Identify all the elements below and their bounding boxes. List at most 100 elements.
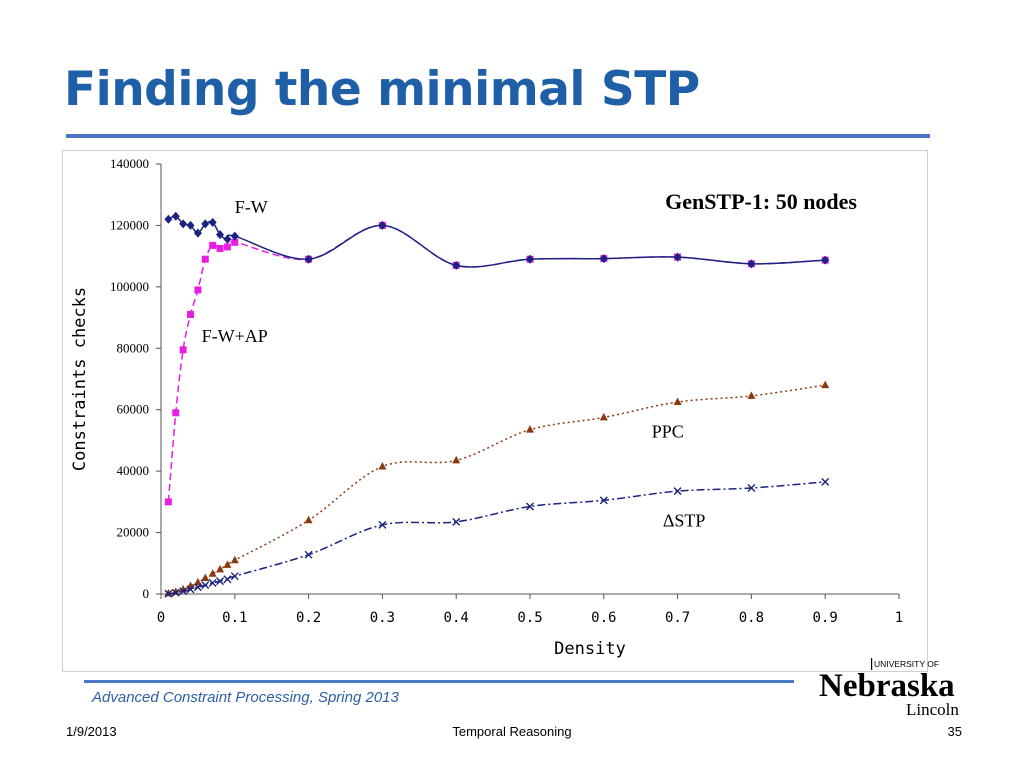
footer-topic: Temporal Reasoning (452, 724, 572, 739)
series-2-line (168, 384, 826, 595)
series-0-point (164, 214, 173, 224)
y-tick-label: 20000 (117, 525, 150, 540)
series-3-point (193, 583, 202, 592)
series-2-point (747, 391, 756, 399)
series-1-point (223, 243, 231, 251)
x-tick-label: 0.1 (222, 610, 247, 626)
series-0-point (179, 219, 188, 229)
series-1-point (201, 255, 209, 263)
series-3-point (179, 587, 188, 596)
series-0-point (223, 234, 232, 244)
series-annotation: F-W (235, 197, 268, 217)
title-rule (66, 134, 930, 138)
series-0-point (230, 231, 239, 241)
x-tick-label: 0.7 (665, 610, 690, 626)
series-0-point (747, 259, 756, 269)
series-3-point (164, 589, 173, 598)
series-2-point (599, 412, 608, 421)
series-0-point (201, 219, 210, 229)
y-tick-label: 60000 (117, 402, 150, 417)
series-3-point (673, 487, 682, 496)
x-tick-label: 0 (157, 610, 165, 626)
series-2-point (452, 455, 461, 464)
series-3-point (526, 502, 534, 511)
series-3-point (223, 575, 232, 584)
page-number: 35 (947, 724, 962, 739)
footer-date: 1/9/2013 (66, 724, 117, 739)
series-3-point (201, 581, 210, 590)
series-2-point (821, 380, 830, 389)
x-tick-label: 0.8 (739, 610, 764, 626)
series-2-point (223, 560, 232, 568)
series-2-point (208, 569, 217, 577)
series-0-point (452, 260, 461, 270)
footer-course: Advanced Constraint Processing, Spring 2… (92, 689, 399, 706)
series-3-point (452, 517, 461, 526)
series-1-point (187, 311, 195, 318)
series-3-point (216, 577, 225, 586)
series-2-point (304, 515, 313, 524)
x-tick-label: 0.5 (517, 610, 542, 626)
line-chart: 0 20000 40000 60000 80000 100000 120000 140000 0… (70, 156, 903, 659)
chart-frame: 0 20000 40000 60000 80000 100000 120000 140000 0… (62, 150, 928, 672)
x-tick-label: 1 (895, 610, 903, 626)
logo-university-of: UNIVERSITY OF (874, 659, 939, 669)
series-2-point (193, 577, 202, 586)
x-tick-label: 0.4 (444, 610, 469, 626)
series-3 (164, 477, 830, 598)
series-1-point (216, 244, 224, 252)
series-0-point (208, 217, 217, 227)
series-1-point (194, 286, 202, 294)
y-tick-label: 100000 (110, 279, 149, 294)
series-0-point (378, 220, 387, 230)
series-0-point (216, 230, 225, 240)
footer-rule (84, 680, 794, 683)
series-0-point (186, 220, 195, 230)
chart-labels: 0 20000 40000 60000 80000 100000 120000 140000 0… (70, 156, 903, 659)
series-3-point (208, 578, 217, 587)
series-3-point (171, 588, 180, 597)
series-0 (164, 211, 830, 270)
series-0-point (171, 211, 180, 221)
series-3-line (168, 481, 826, 595)
series-1-point (179, 346, 187, 354)
x-tick-label: 0.9 (813, 610, 838, 626)
series-0-point (193, 228, 202, 238)
series-annotation: F-W+AP (202, 326, 268, 346)
x-tick-label: 0.2 (296, 610, 321, 626)
series-2-point (164, 588, 173, 597)
y-tick-label: 0 (143, 586, 150, 601)
series-3-point (747, 484, 756, 493)
series-2-point (378, 462, 387, 470)
series-2-point (216, 564, 225, 573)
chart-title: GenSTP-1: 50 nodes (665, 189, 857, 214)
series-2-point (201, 573, 210, 582)
x-tick-label: 0.3 (370, 610, 395, 626)
series-1-line (167, 224, 826, 502)
series-1-point (231, 238, 239, 246)
series-2-point (673, 397, 682, 406)
y-tick-label: 140000 (110, 156, 149, 171)
chart-series (164, 211, 830, 598)
logo-campus: Lincoln (906, 700, 959, 718)
series-2-point (230, 555, 239, 564)
series-3-point (378, 520, 387, 529)
series-0-point (821, 255, 830, 265)
y-tick-label: 80000 (117, 340, 150, 355)
series-0-point (526, 254, 534, 264)
x-axis-label: Density (554, 639, 626, 659)
slide-title: Finding the minimal STP (64, 62, 700, 117)
series-annotation: ΔSTP (663, 510, 706, 530)
y-axis-label: Constraints checks (70, 287, 90, 471)
nebraska-logo: UNIVERSITY OF Nebraska Lincoln (819, 658, 959, 718)
series-3-point (599, 496, 608, 505)
series-0-point (599, 254, 608, 264)
series-3-point (304, 550, 313, 559)
series-0-point (304, 254, 313, 264)
series-3-point (821, 477, 830, 486)
y-tick-label: 120000 (110, 217, 149, 232)
series-3-point (230, 572, 239, 581)
series-0-line (168, 215, 826, 268)
series-1-point (209, 241, 217, 249)
chart-axes (156, 163, 900, 599)
